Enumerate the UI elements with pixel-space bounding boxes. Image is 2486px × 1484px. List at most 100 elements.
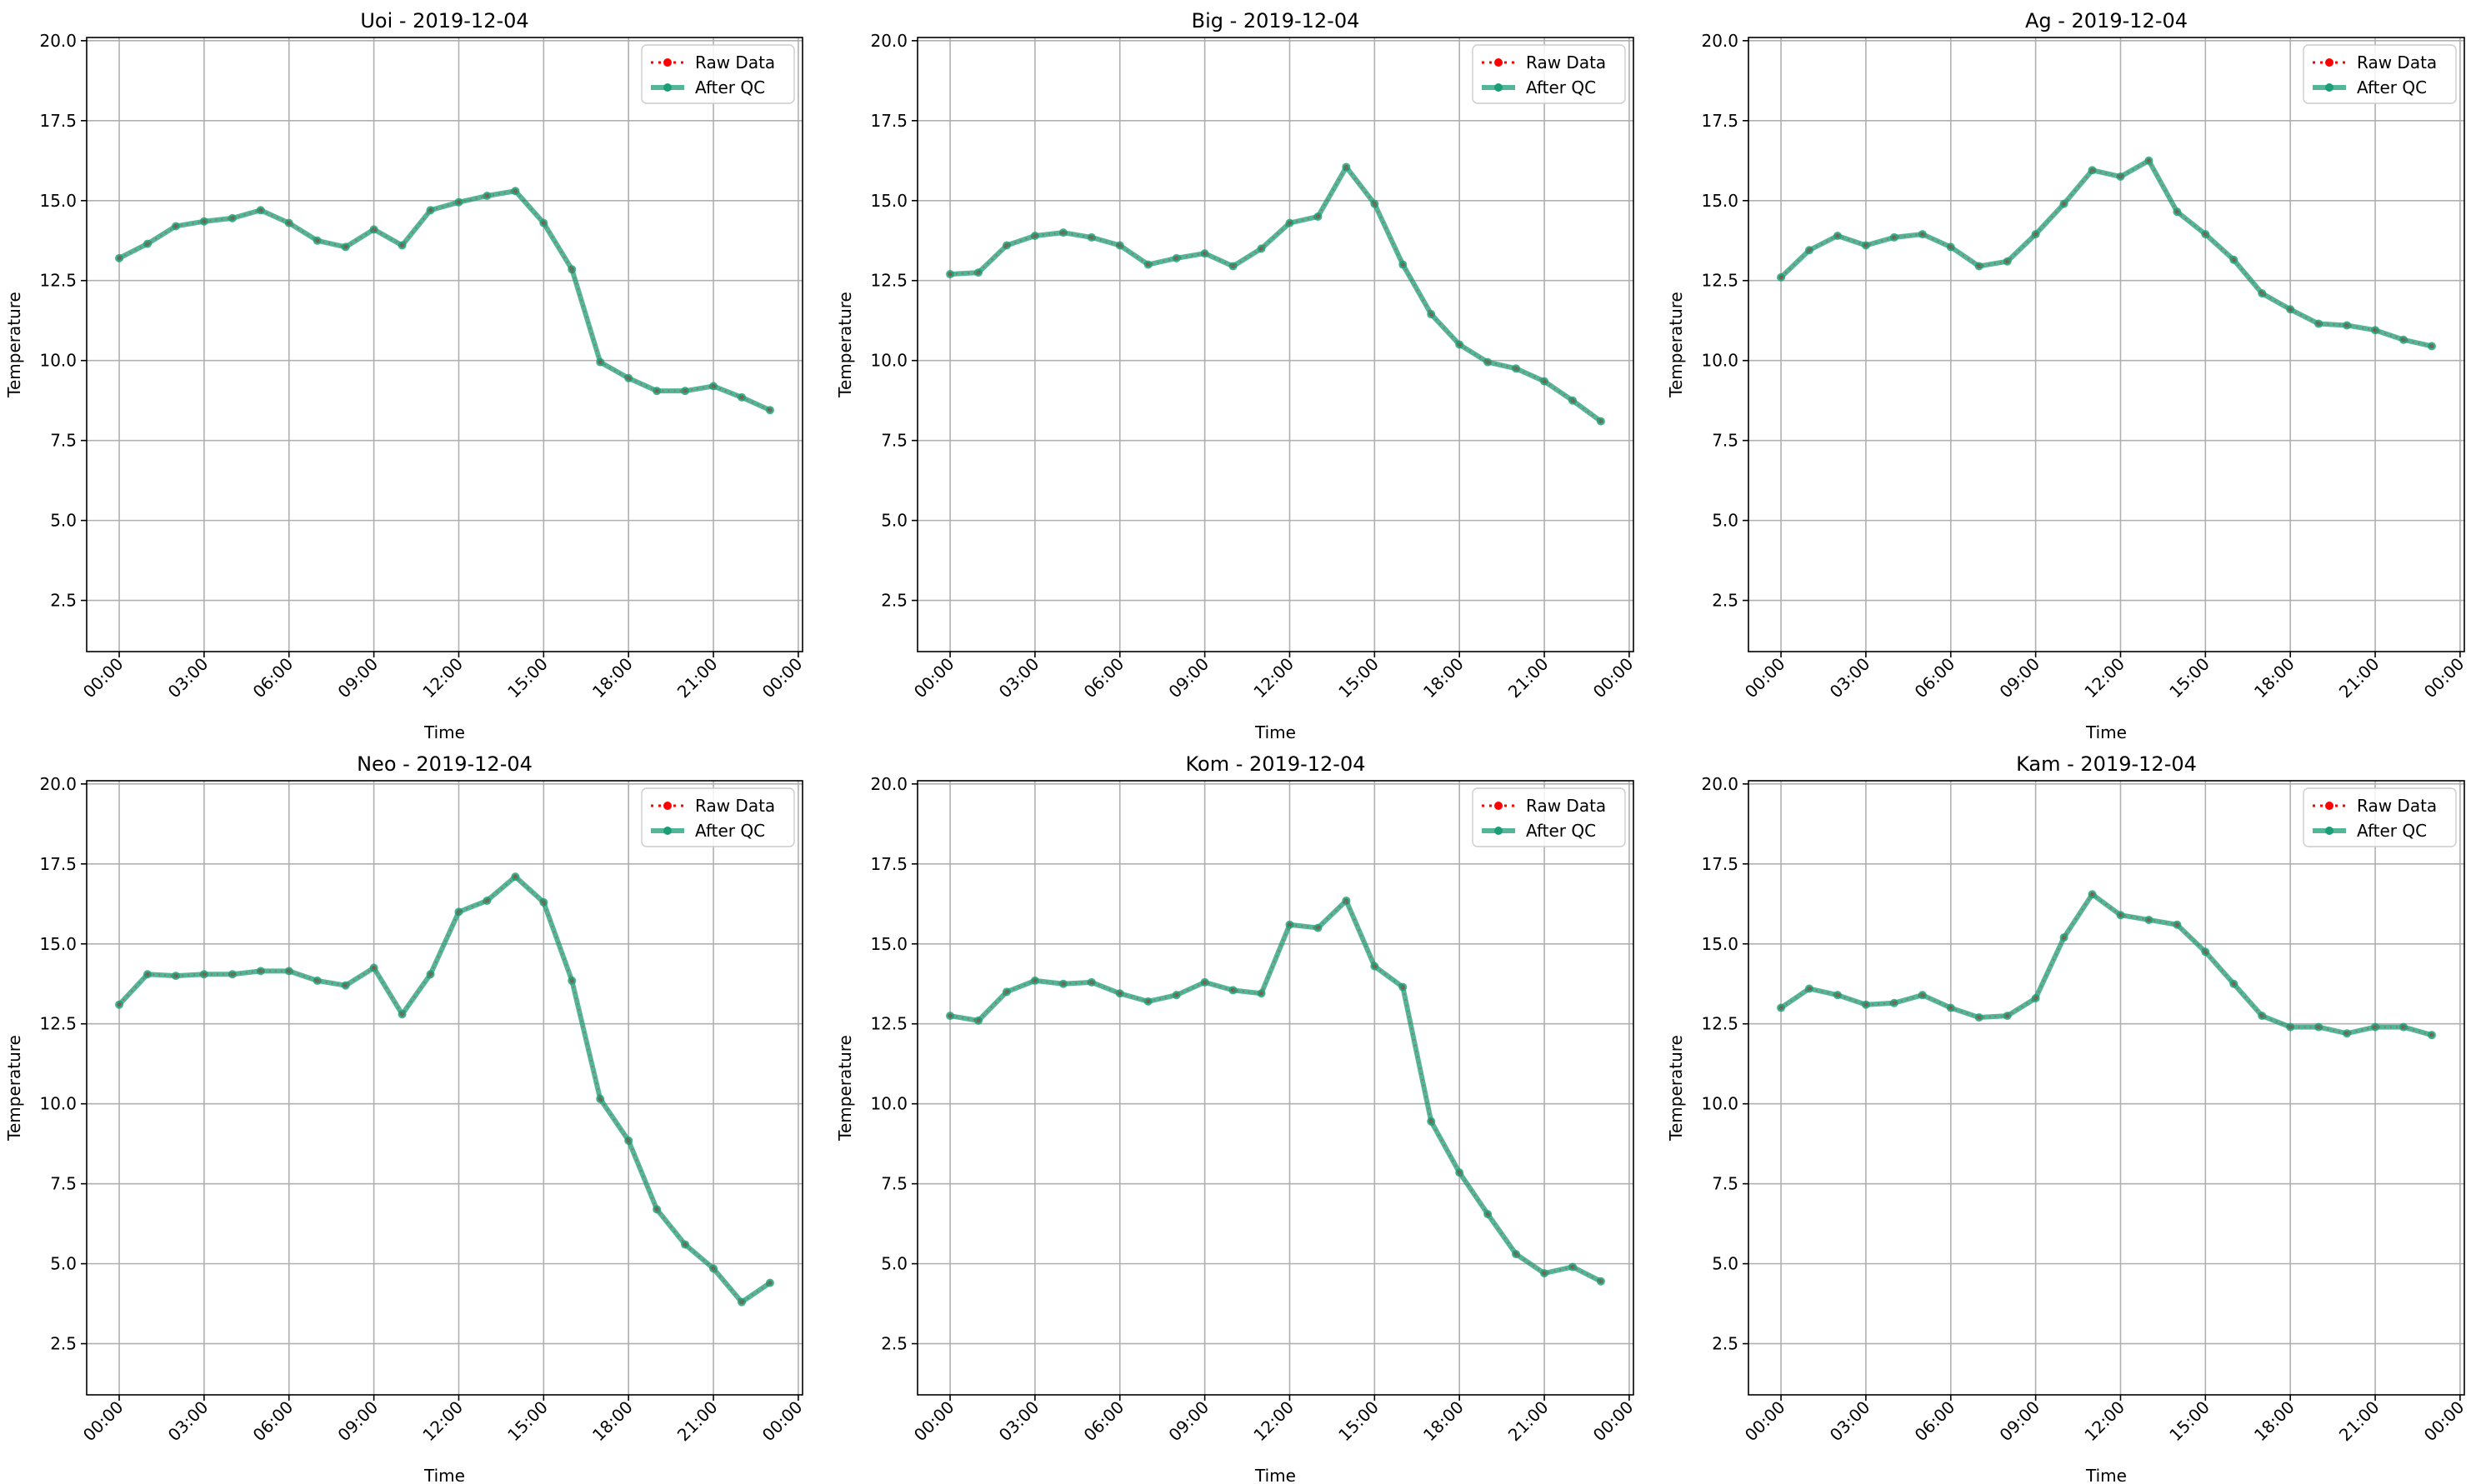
- point-raw-data: [343, 983, 348, 988]
- legend-marker-raw-data: [663, 802, 672, 810]
- x-tick-label: 06:00: [1080, 1397, 1128, 1446]
- point-after-qc: [1540, 377, 1549, 386]
- point-raw-data: [1004, 243, 1009, 248]
- point-raw-data: [1343, 164, 1348, 169]
- point-raw-data: [1146, 999, 1151, 1004]
- legend-label-after-qc: After QC: [695, 77, 765, 97]
- point-raw-data: [1807, 247, 1812, 252]
- point-raw-data: [1598, 419, 1603, 424]
- point-after-qc: [1115, 989, 1124, 998]
- y-tick-label: 17.5: [1701, 111, 1738, 131]
- x-tick-label: 18:00: [588, 654, 637, 702]
- point-after-qc: [1974, 262, 1983, 271]
- point-after-qc: [1285, 920, 1294, 929]
- x-tick-label: 21:00: [2335, 654, 2383, 702]
- x-tick-label: 12:00: [1249, 654, 1298, 702]
- legend-label-after-qc: After QC: [1526, 77, 1596, 97]
- y-tick-label: 20.0: [870, 774, 908, 794]
- point-after-qc: [1833, 231, 1842, 240]
- point-raw-data: [1089, 980, 1094, 985]
- point-raw-data: [202, 219, 207, 224]
- x-axis-label: Time: [1254, 722, 1296, 742]
- legend: Raw Data After QC: [641, 44, 795, 104]
- legend-label-after-qc: After QC: [2357, 821, 2427, 841]
- y-tick-label: 12.5: [39, 271, 77, 291]
- point-after-qc: [539, 897, 548, 907]
- point-after-qc: [143, 239, 152, 248]
- point-raw-data: [654, 1207, 659, 1212]
- point-after-qc: [1398, 260, 1408, 269]
- point-raw-data: [1513, 366, 1518, 371]
- point-raw-data: [1146, 262, 1151, 267]
- y-tick-label: 2.5: [881, 591, 908, 611]
- point-after-qc: [2314, 319, 2323, 328]
- series-line-after-qc: [948, 897, 1603, 1284]
- x-tick-label: 03:00: [164, 654, 213, 702]
- legend-label-after-qc: After QC: [1526, 821, 1596, 841]
- point-raw-data: [2429, 1032, 2434, 1037]
- point-after-qc: [2088, 166, 2097, 175]
- legend-marker-raw-data: [2325, 802, 2333, 810]
- point-raw-data: [711, 1266, 716, 1271]
- y-tick-label: 10.0: [870, 351, 908, 371]
- x-tick-label: 21:00: [673, 1397, 722, 1446]
- y-tick-label: 10.0: [1701, 351, 1738, 371]
- x-tick-label: 00:00: [910, 1397, 958, 1446]
- point-after-qc: [1257, 989, 1266, 998]
- grid: [918, 781, 1633, 1395]
- legend-label-after-qc: After QC: [695, 821, 765, 841]
- x-tick-label: 09:00: [1995, 1397, 2043, 1446]
- axes-frame: [917, 37, 1634, 652]
- y-tick-label: 20.0: [1701, 774, 1738, 794]
- point-raw-data: [1231, 263, 1236, 268]
- point-after-qc: [1030, 231, 1039, 240]
- point-after-qc: [709, 1264, 718, 1273]
- point-after-qc: [1946, 1003, 1955, 1012]
- x-tick-label: 15:00: [2165, 654, 2213, 702]
- point-after-qc: [199, 217, 208, 226]
- point-after-qc: [1427, 310, 1436, 319]
- point-raw-data: [513, 188, 518, 193]
- legend-label-raw-data: Raw Data: [1526, 796, 1606, 816]
- point-after-qc: [709, 382, 718, 391]
- point-raw-data: [1977, 263, 1982, 268]
- point-raw-data: [2288, 307, 2293, 312]
- point-raw-data: [230, 972, 235, 977]
- point-after-qc: [2427, 342, 2436, 351]
- subplot-4: 2.5 5.0 7.5 10.0 12.5 15.0 17.5 20.0 00:00 03:00 0…: [4, 752, 806, 1484]
- point-raw-data: [1033, 233, 1038, 238]
- x-tick-label: 00:00: [758, 1397, 807, 1446]
- point-after-qc: [1889, 232, 1898, 242]
- point-raw-data: [2373, 1025, 2378, 1030]
- x-tick-label: 21:00: [2335, 1397, 2383, 1446]
- point-after-qc: [2258, 289, 2267, 298]
- point-raw-data: [1033, 978, 1038, 983]
- point-raw-data: [1835, 233, 1840, 238]
- y-tick-label: 5.0: [881, 511, 908, 531]
- point-after-qc: [973, 268, 983, 277]
- legend-label-after-qc: After QC: [2357, 77, 2427, 97]
- chart-title: Ag - 2019-12-04: [2025, 9, 2188, 32]
- x-tick-label: 21:00: [1504, 1397, 1553, 1446]
- point-raw-data: [2174, 209, 2179, 214]
- point-raw-data: [2344, 322, 2349, 327]
- point-after-qc: [1861, 241, 1870, 250]
- x-tick-label: 18:00: [1419, 654, 1468, 702]
- y-tick-label: 10.0: [870, 1094, 908, 1114]
- x-tick-label: 18:00: [2250, 1397, 2298, 1446]
- point-raw-data: [1259, 246, 1264, 251]
- x-tick-label: 03:00: [995, 1397, 1043, 1446]
- y-tick-label: 2.5: [881, 1334, 908, 1354]
- point-after-qc: [369, 225, 378, 234]
- point-after-qc: [681, 387, 690, 396]
- point-raw-data: [1920, 992, 1925, 997]
- legend: Raw Data After QC: [2303, 44, 2457, 104]
- point-raw-data: [683, 1242, 688, 1247]
- point-raw-data: [1118, 991, 1123, 996]
- subplot-3: 2.5 5.0 7.5 10.0 12.5 15.0 17.5 20.0 00:00 03:00 0…: [1666, 9, 2468, 742]
- point-after-qc: [765, 406, 774, 415]
- point-raw-data: [258, 968, 263, 973]
- point-raw-data: [1372, 202, 1377, 207]
- series-line-after-qc: [1778, 892, 2434, 1038]
- series-line-raw-data: [118, 190, 771, 412]
